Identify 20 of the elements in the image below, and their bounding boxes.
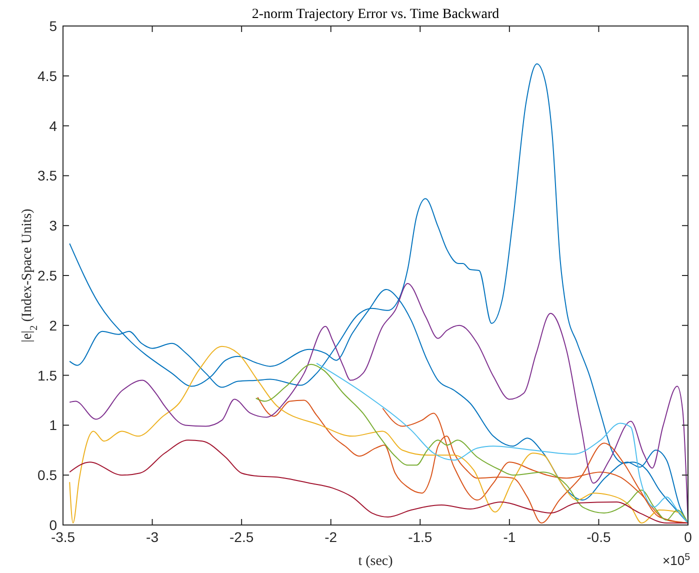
x-tick-label: -1.5 bbox=[408, 529, 432, 545]
x-tick-label: 0 bbox=[684, 529, 692, 545]
chart-title: 2-norm Trajectory Error vs. Time Backward bbox=[252, 7, 500, 22]
y-tick-label: 0.5 bbox=[38, 467, 58, 484]
text: ×10$^{5}$ bbox=[662, 552, 691, 568]
y-tick-label: 2.5 bbox=[38, 268, 58, 284]
x-tick-label: -0.5 bbox=[586, 529, 611, 545]
x-axis-title: t (sec) bbox=[358, 554, 394, 569]
y-tick-label: 4 bbox=[49, 118, 58, 134]
x-tick-label: -2 bbox=[324, 529, 338, 545]
x-tick-label: -1 bbox=[503, 529, 516, 545]
x-tick-label: -3 bbox=[146, 529, 159, 545]
y-tick-label: 3 bbox=[49, 218, 58, 234]
y-tick-label: 3.5 bbox=[38, 168, 58, 184]
y-tick-label: 4.5 bbox=[38, 68, 58, 84]
y-tick-label: 5 bbox=[49, 18, 58, 34]
y-tick-label: 1.5 bbox=[38, 367, 58, 384]
y-tick-label: 1 bbox=[49, 417, 58, 434]
y-tick-label: 2 bbox=[49, 317, 58, 334]
x-tick-label: -2.5 bbox=[230, 529, 254, 545]
